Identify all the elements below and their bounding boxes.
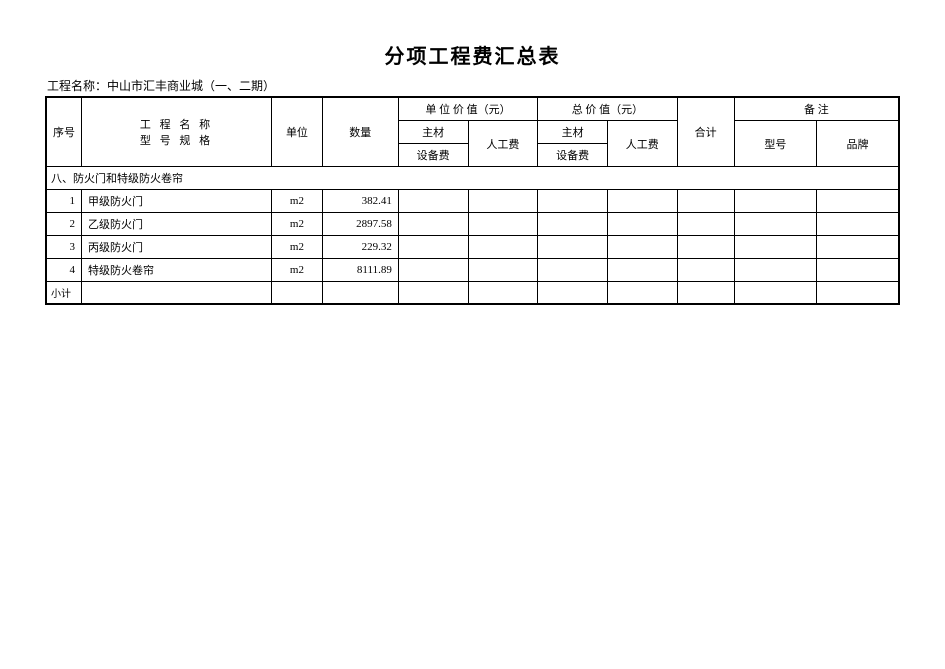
cell-unit-labor <box>468 190 538 213</box>
cell-unit-equipment <box>398 213 468 236</box>
cell-empty <box>468 282 538 305</box>
cell-name: 特级防火卷帘 <box>81 259 271 282</box>
cell-empty <box>734 282 816 305</box>
cell-grand-total <box>677 259 734 282</box>
header-row-1: 序号 工 程 名 称 型 号 规 格 单位 数量 单 位 价 值（元） 总 价 … <box>46 97 899 121</box>
cell-model <box>734 213 816 236</box>
section-row: 八、防火门和特级防火卷帘 <box>46 167 899 190</box>
cell-brand <box>817 213 899 236</box>
cell-seq: 2 <box>46 213 81 236</box>
cell-total-equipment <box>538 259 608 282</box>
cell-total-equipment <box>538 213 608 236</box>
header-remarks: 备 注 <box>734 97 899 121</box>
cell-seq: 4 <box>46 259 81 282</box>
header-name-line2: 型 号 规 格 <box>86 132 267 148</box>
header-brand: 品牌 <box>817 121 899 167</box>
cell-model <box>734 259 816 282</box>
cell-qty: 8111.89 <box>322 259 398 282</box>
cell-grand-total <box>677 236 734 259</box>
cell-unit: m2 <box>272 213 323 236</box>
cell-name: 甲级防火门 <box>81 190 271 213</box>
table-row: 4 特级防火卷帘 m2 8111.89 <box>46 259 899 282</box>
header-name-line1: 工 程 名 称 <box>86 116 267 132</box>
cell-brand <box>817 190 899 213</box>
cell-grand-total <box>677 190 734 213</box>
cell-brand <box>817 259 899 282</box>
cell-grand-total <box>677 213 734 236</box>
subtotal-row: 小计 <box>46 282 899 305</box>
cell-model <box>734 190 816 213</box>
cell-unit: m2 <box>272 236 323 259</box>
header-total-equipment: 设备费 <box>538 144 608 167</box>
header-seq: 序号 <box>46 97 81 167</box>
cell-empty <box>677 282 734 305</box>
cell-total-labor <box>607 236 677 259</box>
cell-seq: 1 <box>46 190 81 213</box>
cell-total-labor <box>607 190 677 213</box>
cell-total-labor <box>607 259 677 282</box>
header-model: 型号 <box>734 121 816 167</box>
cell-empty <box>322 282 398 305</box>
cell-model <box>734 236 816 259</box>
header-grand-total: 合计 <box>677 97 734 167</box>
cell-unit-labor <box>468 259 538 282</box>
cell-unit-equipment <box>398 236 468 259</box>
table-row: 2 乙级防火门 m2 2897.58 <box>46 213 899 236</box>
cell-name: 乙级防火门 <box>81 213 271 236</box>
page-title: 分项工程费汇总表 <box>45 40 900 69</box>
cell-unit: m2 <box>272 259 323 282</box>
header-qty: 数量 <box>322 97 398 167</box>
header-unit-main-material: 主材 <box>398 121 468 144</box>
cell-empty <box>538 282 608 305</box>
header-name: 工 程 名 称 型 号 规 格 <box>81 97 271 167</box>
cell-qty: 2897.58 <box>322 213 398 236</box>
header-unit-value: 单 位 价 值（元） <box>398 97 537 121</box>
cell-qty: 382.41 <box>322 190 398 213</box>
header-total-labor: 人工费 <box>607 121 677 167</box>
cell-empty <box>817 282 899 305</box>
table-row: 1 甲级防火门 m2 382.41 <box>46 190 899 213</box>
header-unit-equipment: 设备费 <box>398 144 468 167</box>
cell-name: 丙级防火门 <box>81 236 271 259</box>
cell-seq: 3 <box>46 236 81 259</box>
cell-qty: 229.32 <box>322 236 398 259</box>
cell-total-equipment <box>538 190 608 213</box>
cell-empty <box>81 282 271 305</box>
project-name: 工程名称：中山市汇丰商业城（一、二期） <box>45 77 900 94</box>
cell-unit-labor <box>468 236 538 259</box>
table-row: 3 丙级防火门 m2 229.32 <box>46 236 899 259</box>
cell-empty <box>272 282 323 305</box>
section-title: 八、防火门和特级防火卷帘 <box>46 167 899 190</box>
cell-unit-equipment <box>398 259 468 282</box>
cell-empty <box>607 282 677 305</box>
summary-table: 序号 工 程 名 称 型 号 规 格 单位 数量 单 位 价 值（元） 总 价 … <box>45 96 900 305</box>
header-unit: 单位 <box>272 97 323 167</box>
cell-empty <box>398 282 468 305</box>
cell-total-equipment <box>538 236 608 259</box>
cell-unit: m2 <box>272 190 323 213</box>
cell-brand <box>817 236 899 259</box>
cell-unit-labor <box>468 213 538 236</box>
header-total-main-material: 主材 <box>538 121 608 144</box>
header-total-value: 总 价 值（元） <box>538 97 677 121</box>
subtotal-label: 小计 <box>46 282 81 305</box>
header-unit-labor: 人工费 <box>468 121 538 167</box>
cell-unit-equipment <box>398 190 468 213</box>
cell-total-labor <box>607 213 677 236</box>
